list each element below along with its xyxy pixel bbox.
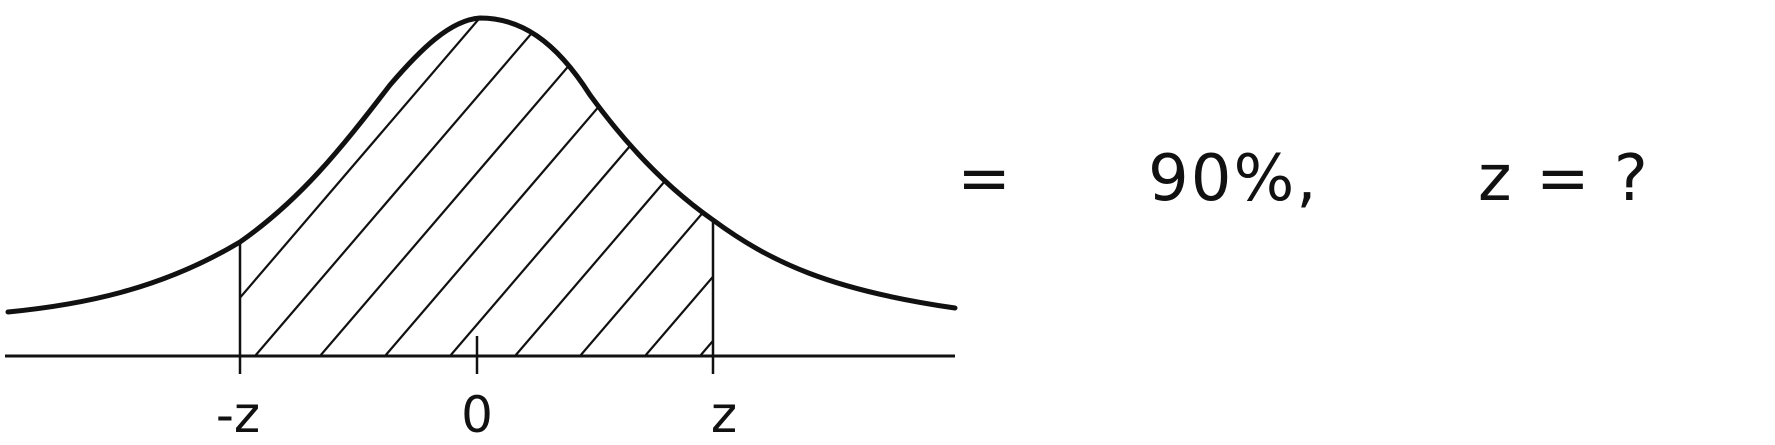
area-value: 90%, (1148, 142, 1319, 216)
tick-label-pos-z: z (711, 386, 737, 444)
tick-label-zero: 0 (461, 386, 493, 444)
tick-label-neg-z: -z (216, 386, 260, 444)
bell-curve (5, 15, 958, 315)
unknown-z: z = ? (1478, 142, 1650, 216)
equals-sign: = (957, 142, 1013, 216)
